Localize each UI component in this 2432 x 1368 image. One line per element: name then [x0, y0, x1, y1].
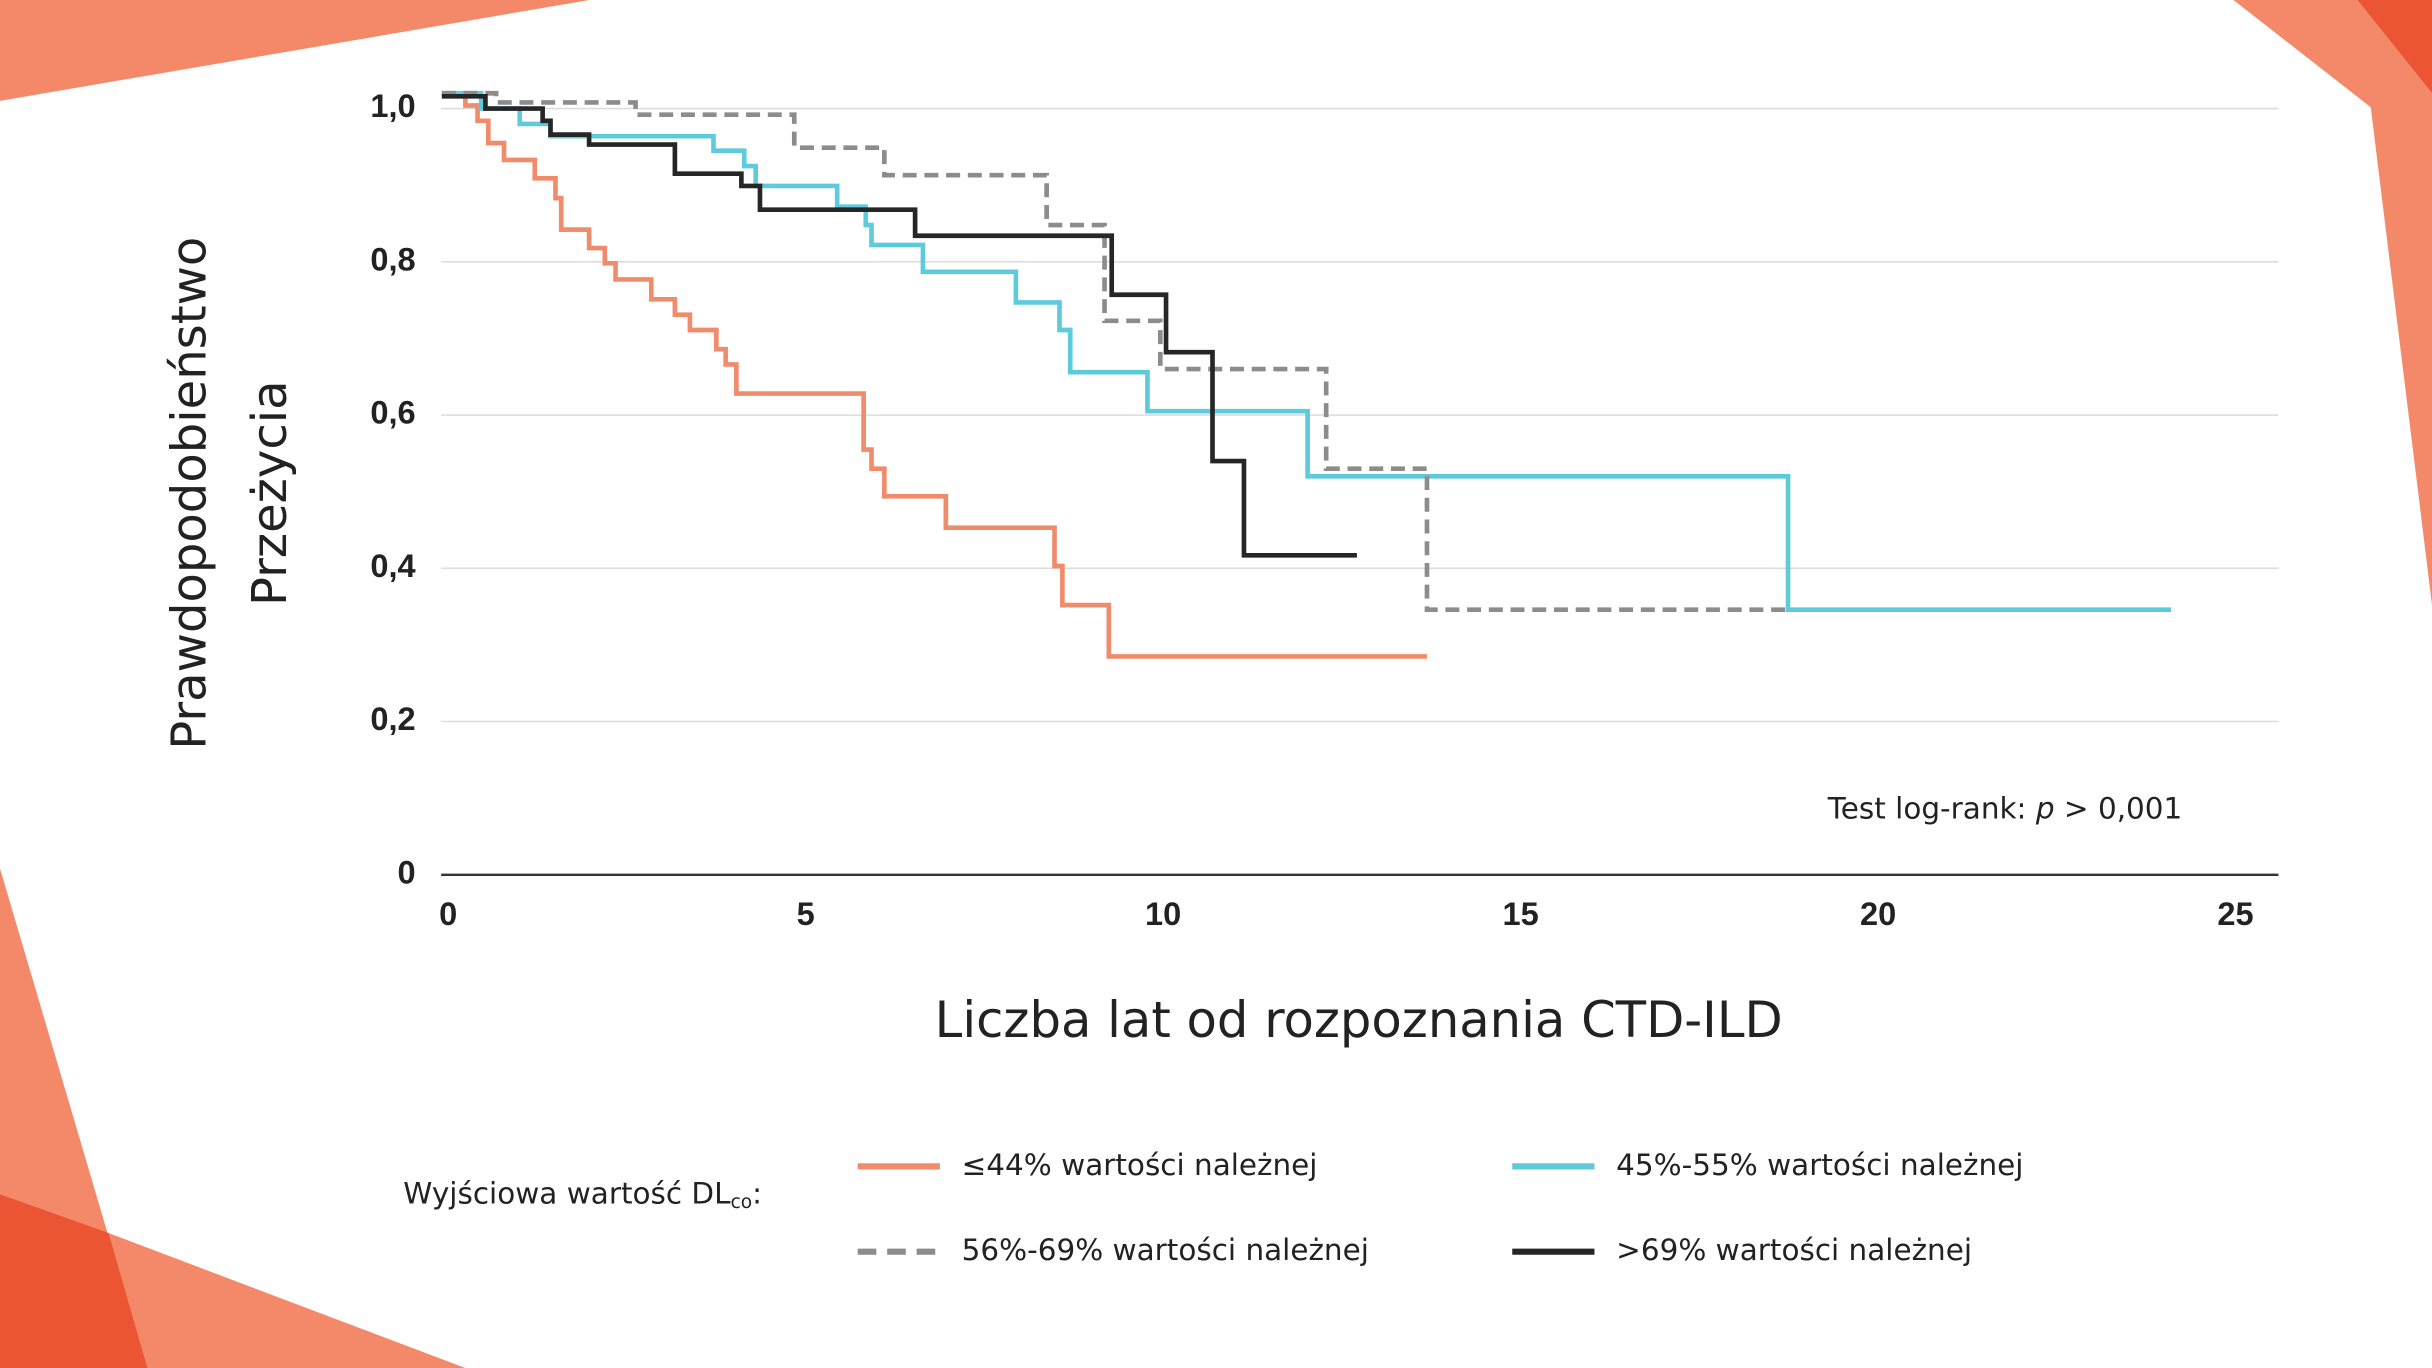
legend-title-sub: co — [731, 1192, 753, 1213]
survival-line — [441, 93, 1427, 659]
plot-area: 0 0,2 0,4 0,6 0,8 1,0 0 5 10 15 20 25 — [370, 88, 2279, 932]
x-tick-label: 5 — [797, 896, 815, 932]
y-tick-label: 0,6 — [370, 395, 415, 431]
x-tick-label: 20 — [1860, 896, 1896, 932]
legend-label: 56%-69% wartości należnej — [962, 1233, 1369, 1267]
y-axis-label: Prawdopodobieństwo — [161, 237, 217, 750]
y-tick-label: 0,2 — [370, 701, 415, 737]
x-tick-label: 25 — [2217, 896, 2253, 932]
annotation-text: > 0,001 — [2055, 791, 2183, 825]
survival-line — [441, 90, 1789, 612]
y-tick-label: 1,0 — [370, 88, 415, 124]
annotation: Test log-rank: p > 0,001 — [1827, 791, 2183, 825]
x-tick-label: 15 — [1503, 896, 1539, 932]
legend-title: Wyjściowa wartość DLco: — [403, 1176, 762, 1213]
y-tick-label: 0,4 — [370, 548, 415, 584]
legend-title-text: : — [752, 1176, 762, 1210]
annotation-text: p — [2035, 791, 2055, 825]
legend-label: 45%-55% wartości należnej — [1616, 1148, 2023, 1182]
y-tick-label: 0 — [398, 854, 416, 890]
x-tick-label: 0 — [439, 896, 457, 932]
y-tick-label: 0,8 — [370, 241, 415, 277]
y-axis-label: Przeżycia — [242, 380, 298, 606]
survival-line — [441, 93, 1357, 558]
x-axis-label: Liczba lat od rozpoznania CTD-ILD — [935, 991, 1783, 1049]
decoration — [0, 0, 590, 101]
legend-label: >69% wartości należnej — [1616, 1233, 1972, 1267]
decoration — [0, 1194, 148, 1368]
legend-label: ≤44% wartości należnej — [962, 1148, 1318, 1182]
x-tick-label: 10 — [1145, 896, 1181, 932]
annotation-text: Test log-rank: — [1827, 791, 2036, 825]
legend-title-text: Wyjściowa wartość DL — [403, 1176, 731, 1210]
